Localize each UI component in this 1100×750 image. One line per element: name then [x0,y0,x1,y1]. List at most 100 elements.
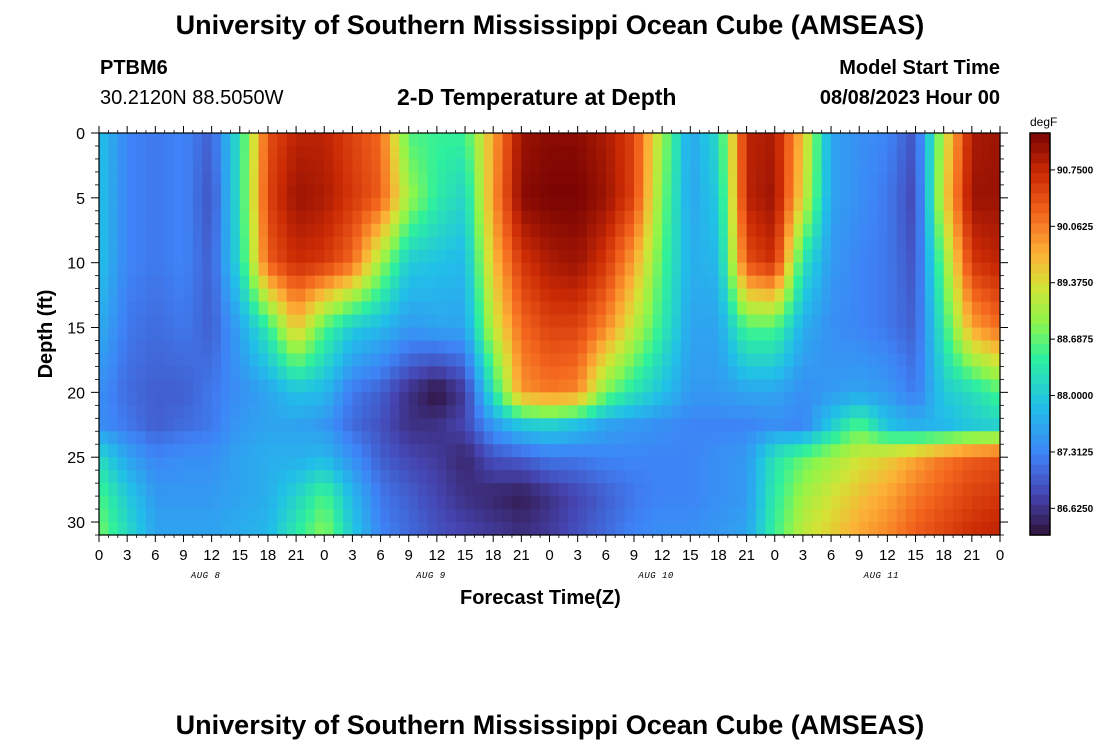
heatmap-cell [493,301,504,316]
heatmap-cell [615,405,626,419]
heatmap-cell [709,496,720,510]
heatmap-cell [371,379,382,393]
x-tick-label: 12 [203,547,220,564]
heatmap-cell [981,470,992,484]
heatmap-cell [699,262,710,277]
heatmap-cell [680,197,691,212]
heatmap-cell [389,184,400,199]
heatmap-cell [211,171,222,186]
heatmap-cell [981,301,992,316]
heatmap-cell [352,353,363,368]
heatmap-cell [802,431,813,445]
heatmap-cell [812,483,823,497]
heatmap-cell [380,405,391,419]
heatmap-cell [286,262,297,277]
heatmap-cell [230,366,241,380]
heatmap-cell [446,249,457,264]
heatmap-cell [418,145,429,160]
heatmap-cell [671,171,682,186]
heatmap-cell [418,327,429,342]
heatmap-cell [774,457,785,471]
heatmap-cell [699,133,710,147]
heatmap-cell [558,262,569,277]
heatmap-cell [389,470,400,484]
heatmap-cell [849,522,860,536]
heatmap-cell [934,210,945,225]
heatmap-cell [615,210,626,225]
heatmap-cell [859,236,870,251]
heatmap-cell [727,262,738,277]
heatmap-cell [258,483,269,497]
heatmap-cell [746,171,757,186]
heatmap-cell [361,353,372,368]
heatmap-cell [953,496,964,510]
heatmap-cell [446,457,457,471]
heatmap-cell [324,483,335,497]
heatmap-cell [99,145,109,160]
heatmap-cell [436,301,447,316]
heatmap-cell [418,353,429,368]
heatmap-cell [324,366,335,380]
heatmap-cell [633,405,644,419]
heatmap-cell [924,431,935,445]
heatmap-cell [709,509,720,523]
heatmap-cell [934,314,945,329]
heatmap-cell [774,288,785,303]
heatmap-cell [868,457,879,471]
heatmap-cell [849,418,860,432]
heatmap-cell [633,353,644,368]
heatmap-cell [962,483,973,497]
heatmap-cell [465,353,476,368]
heatmap-cell [183,379,194,393]
heatmap-cell [549,262,560,277]
heatmap-cell [849,249,860,264]
heatmap-cell [605,275,616,290]
axes: 0 3 6 9 12 15 18 21 0 3 6 9 12 15 18 21 0 3 6 9 12 15 18 21 0 3 6 9… [67,126,1008,581]
heatmap-cell [981,457,992,471]
heatmap-cell [389,457,400,471]
heatmap-cell [174,314,185,329]
heatmap-cell [587,366,598,380]
colorbar-swatch [1030,344,1050,355]
heatmap-cell [117,145,128,160]
colorbar-swatch [1030,143,1050,154]
heatmap-cell [352,301,363,316]
heatmap-cell [117,470,128,484]
heatmap-cell [971,223,982,238]
heatmap-cell [418,379,429,393]
heatmap-cell [502,431,513,445]
heatmap-cell [474,483,485,497]
heatmap-cell [652,444,663,458]
heatmap-cell [765,392,776,406]
heatmap-cell [652,236,663,251]
heatmap-cell [183,431,194,445]
heatmap-cell [727,184,738,199]
heatmap-cell [887,210,898,225]
heatmap-cell [605,133,616,147]
heatmap-cell [502,366,513,380]
colorbar-swatch [1030,233,1050,245]
heatmap-cell [239,483,250,497]
heatmap-cell [380,431,391,445]
heatmap-cell [718,171,729,186]
heatmap-cell [296,431,307,445]
heatmap-cell [831,288,842,303]
heatmap-cell [324,392,335,406]
heatmap-cell [483,197,494,212]
heatmap-cell [709,444,720,458]
heatmap-cell [699,405,710,419]
heatmap-cell [389,288,400,303]
heatmap-cell [962,301,973,316]
heatmap-cell [558,184,569,199]
heatmap-cell [136,340,147,355]
heatmap-cell [615,353,626,368]
heatmap-cell [906,171,917,186]
heatmap-cell [361,509,372,523]
heatmap-cell [333,223,344,238]
heatmap-cell [924,366,935,380]
heatmap-cell [249,145,260,160]
heatmap-cell [793,184,804,199]
heatmap-cell [887,392,898,406]
heatmap-cell [812,327,823,342]
heatmap-cell [155,522,166,536]
